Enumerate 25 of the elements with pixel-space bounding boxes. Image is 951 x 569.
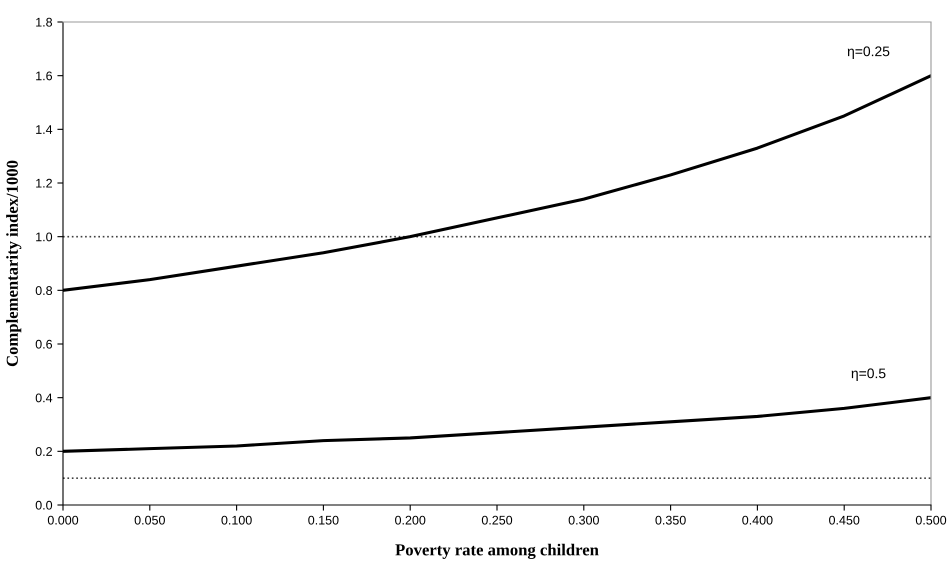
x-tick-label: 0.400 xyxy=(742,516,773,525)
y-tick-label: 0.2 xyxy=(36,447,52,456)
x-tick-label: 0.050 xyxy=(134,516,165,525)
y-tick-label: 0.0 xyxy=(36,500,52,510)
x-tick-label: 0.100 xyxy=(221,516,252,525)
x-tick-label: 0.350 xyxy=(655,516,686,525)
y-tick-label: 0.6 xyxy=(36,340,52,349)
y-tick-label: 0.4 xyxy=(36,393,52,402)
y-tick-label: 1.8 xyxy=(36,18,52,27)
x-tick-label: 0.150 xyxy=(308,516,339,525)
y-tick-label: 1.0 xyxy=(36,232,52,242)
x-tick-label: 0.250 xyxy=(482,516,512,525)
series-label: η=0.5 xyxy=(852,368,886,381)
y-tick-label: 1.4 xyxy=(36,125,52,134)
text: η=0.25 xyxy=(848,46,890,59)
x-tick-label: 0.450 xyxy=(829,516,860,525)
y-tick-label: 0.8 xyxy=(36,286,52,295)
x-tick-label: 0.000 xyxy=(48,516,78,525)
x-tick-label: 0.500 xyxy=(916,516,946,525)
y-axis-title: Complementarity index/1000 xyxy=(6,160,22,366)
x-tick-label: 0.300 xyxy=(568,516,599,525)
x-axis-title: Poverty rate among children xyxy=(395,544,599,559)
y-tick-label: 1.6 xyxy=(36,71,52,80)
y-tick-label: 1.2 xyxy=(36,178,52,188)
x-tick-label: 0.200 xyxy=(395,516,426,525)
